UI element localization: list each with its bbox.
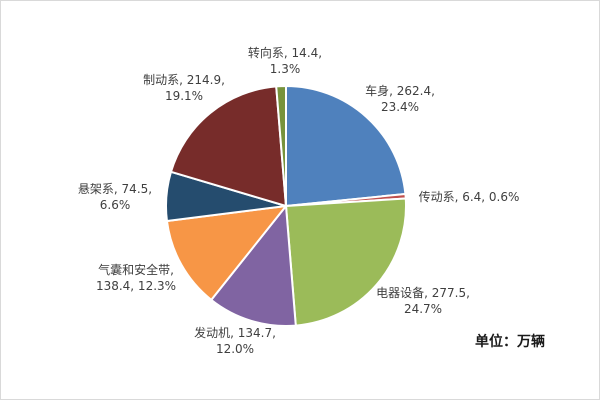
slice-label-3: 电器设备, 277.5, 24.7% xyxy=(376,285,470,316)
pie-slice-4 xyxy=(210,205,297,327)
pie-slice-8 xyxy=(275,85,287,207)
pie-slice-3 xyxy=(285,197,407,327)
slice-label-1: 车身, 262.4, 23.4% xyxy=(365,83,435,114)
pie-slice-7 xyxy=(169,85,287,207)
slice-label-8: 转向系, 14.4, 1.3% xyxy=(247,45,323,76)
slice-label-5: 气囊和安全带, 138.4, 12.3% xyxy=(95,262,177,293)
slice-label-7: 制动系, 214.9, 19.1% xyxy=(143,72,225,103)
pie-slice-5 xyxy=(165,205,287,301)
unit-label: 单位：万辆 xyxy=(475,334,545,350)
slice-label-2: 传动系, 6.4, 0.6% xyxy=(418,189,520,204)
pie-slice-1 xyxy=(285,85,407,207)
slice-label-4: 发动机, 134.7, 12.0% xyxy=(194,325,276,356)
slice-label-6: 悬架系, 74.5, 6.6% xyxy=(77,181,153,212)
